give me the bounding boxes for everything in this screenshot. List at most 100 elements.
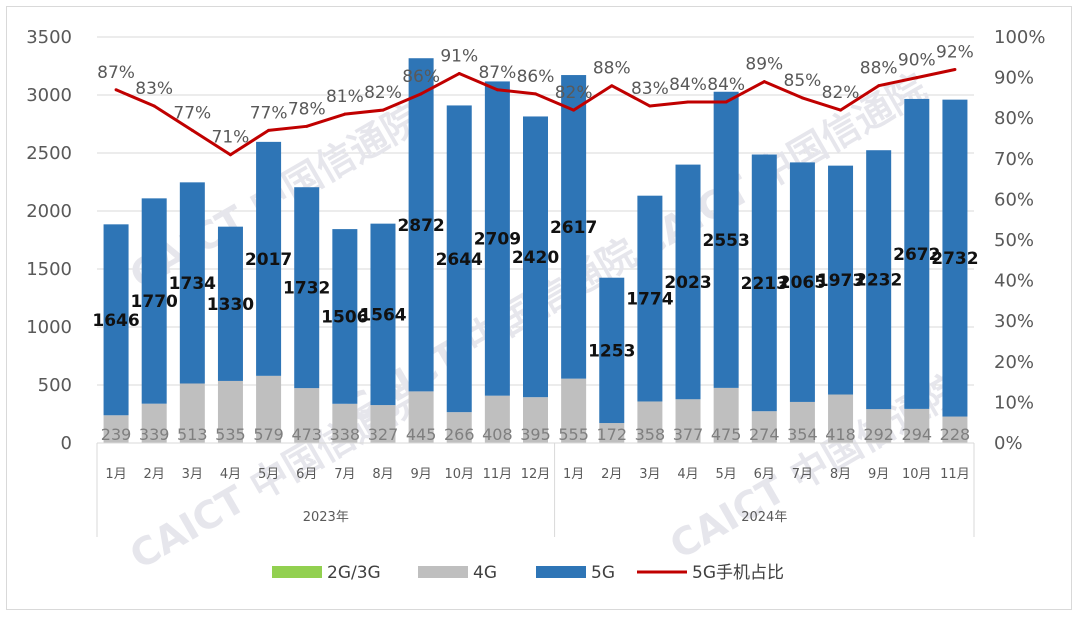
- bar-5g: [408, 58, 434, 392]
- label-share: 83%: [135, 79, 173, 99]
- share-line-point: [228, 153, 232, 157]
- bar-4g: [828, 394, 854, 443]
- label-4g: 172: [596, 425, 627, 444]
- y2-tick-label: 80%: [994, 108, 1034, 129]
- bar-4g: [484, 395, 510, 443]
- label-share: 88%: [593, 59, 631, 79]
- share-line-point: [915, 76, 919, 80]
- label-share: 87%: [478, 63, 516, 83]
- label-5g: 2420: [512, 248, 559, 268]
- label-5g: 2232: [855, 271, 902, 291]
- label-share: 86%: [402, 67, 440, 87]
- label-5g: 1506: [321, 307, 368, 327]
- label-share: 91%: [440, 47, 478, 67]
- bar-4g: [942, 416, 968, 443]
- label-4g: 445: [406, 425, 437, 444]
- bar-5g: [675, 164, 701, 400]
- y2-tick-label: 10%: [994, 392, 1034, 413]
- x-tick-label: 2月: [601, 467, 622, 482]
- label-5g: 2213: [741, 274, 788, 294]
- legend-label: 5G手机占比: [692, 563, 784, 583]
- bar-5g: [713, 91, 739, 388]
- label-4g: 513: [177, 425, 208, 444]
- label-4g: 395: [520, 425, 551, 444]
- share-line-point: [305, 124, 309, 128]
- label-5g: 1770: [131, 292, 178, 312]
- bar-5g: [523, 116, 548, 398]
- x-tick-label: 6月: [754, 467, 775, 482]
- label-5g: 2709: [474, 230, 521, 250]
- share-line-point: [800, 96, 804, 100]
- y-tick-label: 1000: [26, 317, 72, 338]
- label-4g: 274: [749, 425, 780, 444]
- label-4g: 418: [825, 425, 856, 444]
- bar-4g: [789, 401, 815, 443]
- share-line-point: [267, 128, 271, 132]
- share-line-point: [686, 100, 690, 104]
- bar-4g: [599, 423, 625, 443]
- y2-tick-label: 60%: [994, 189, 1034, 210]
- bar-4g: [675, 399, 701, 443]
- bar-5g: [866, 150, 892, 410]
- x-tick-label: 4月: [220, 467, 241, 482]
- label-4g: 354: [787, 425, 818, 444]
- x-tick-label: 12月: [521, 467, 551, 482]
- share-line-point: [648, 104, 652, 108]
- bar-5g: [751, 154, 777, 412]
- y-tick-label: 3000: [26, 85, 72, 106]
- bar-5g: [217, 226, 243, 381]
- label-4g: 473: [291, 425, 322, 444]
- x-tick-label: 9月: [410, 467, 431, 482]
- x-tick-label: 8月: [830, 467, 851, 482]
- legend-swatch: [536, 566, 586, 578]
- legend-label: 5G: [591, 563, 615, 583]
- bar-4g: [637, 401, 663, 443]
- share-line-point: [457, 72, 461, 76]
- label-5g: 1973: [817, 271, 864, 291]
- y-tick-label: 0: [61, 433, 72, 454]
- x-tick-label: 5月: [716, 467, 737, 482]
- y-tick-label: 3500: [26, 27, 72, 48]
- share-line-point: [114, 88, 118, 92]
- bar-4g: [103, 415, 129, 443]
- share-line-point: [839, 108, 843, 112]
- bar-5g: [370, 223, 396, 406]
- share-line-point: [534, 92, 537, 96]
- label-5g: 2732: [931, 249, 978, 269]
- legend-swatch: [272, 566, 322, 578]
- data-labels: 239 1646 87% 339 1770 83% 513 1734 77% 535 1330 71%…: [92, 42, 978, 444]
- bar-4g: [179, 383, 205, 443]
- bar-5g: [637, 195, 663, 402]
- x-tick-label: 7月: [334, 467, 355, 482]
- x-group-label: 2023年: [303, 510, 349, 525]
- bar-5g: [103, 224, 129, 416]
- label-5g: 2872: [397, 216, 444, 236]
- bar-5g: [446, 105, 472, 413]
- label-5g: 2617: [550, 218, 597, 238]
- y2-tick-label: 100%: [994, 27, 1045, 48]
- x-tick-label: 1月: [105, 467, 126, 482]
- label-5g: 1564: [359, 305, 406, 325]
- y2-tick-label: 30%: [994, 311, 1034, 332]
- label-share: 82%: [822, 83, 860, 103]
- label-share: 90%: [898, 51, 936, 71]
- bar-5g: [942, 99, 968, 417]
- bar-4g: [294, 388, 320, 443]
- bar-5g: [484, 81, 510, 396]
- bars: [103, 58, 968, 443]
- x-tick-label: 6月: [296, 467, 317, 482]
- x-tick-label: 8月: [372, 467, 393, 482]
- label-5g: 2553: [702, 231, 749, 251]
- label-4g: 327: [368, 425, 399, 444]
- y-tick-label: 2000: [26, 201, 72, 222]
- bar-5g: [789, 162, 815, 402]
- label-4g: 339: [139, 425, 170, 444]
- label-5g: 1646: [92, 311, 139, 331]
- bar-4g: [408, 391, 434, 443]
- y2-tick-label: 20%: [994, 352, 1034, 373]
- x-tick-label: 5月: [258, 467, 279, 482]
- legend-label: 4G: [473, 563, 497, 583]
- bar-5g: [141, 198, 167, 404]
- label-5g: 2672: [893, 245, 940, 265]
